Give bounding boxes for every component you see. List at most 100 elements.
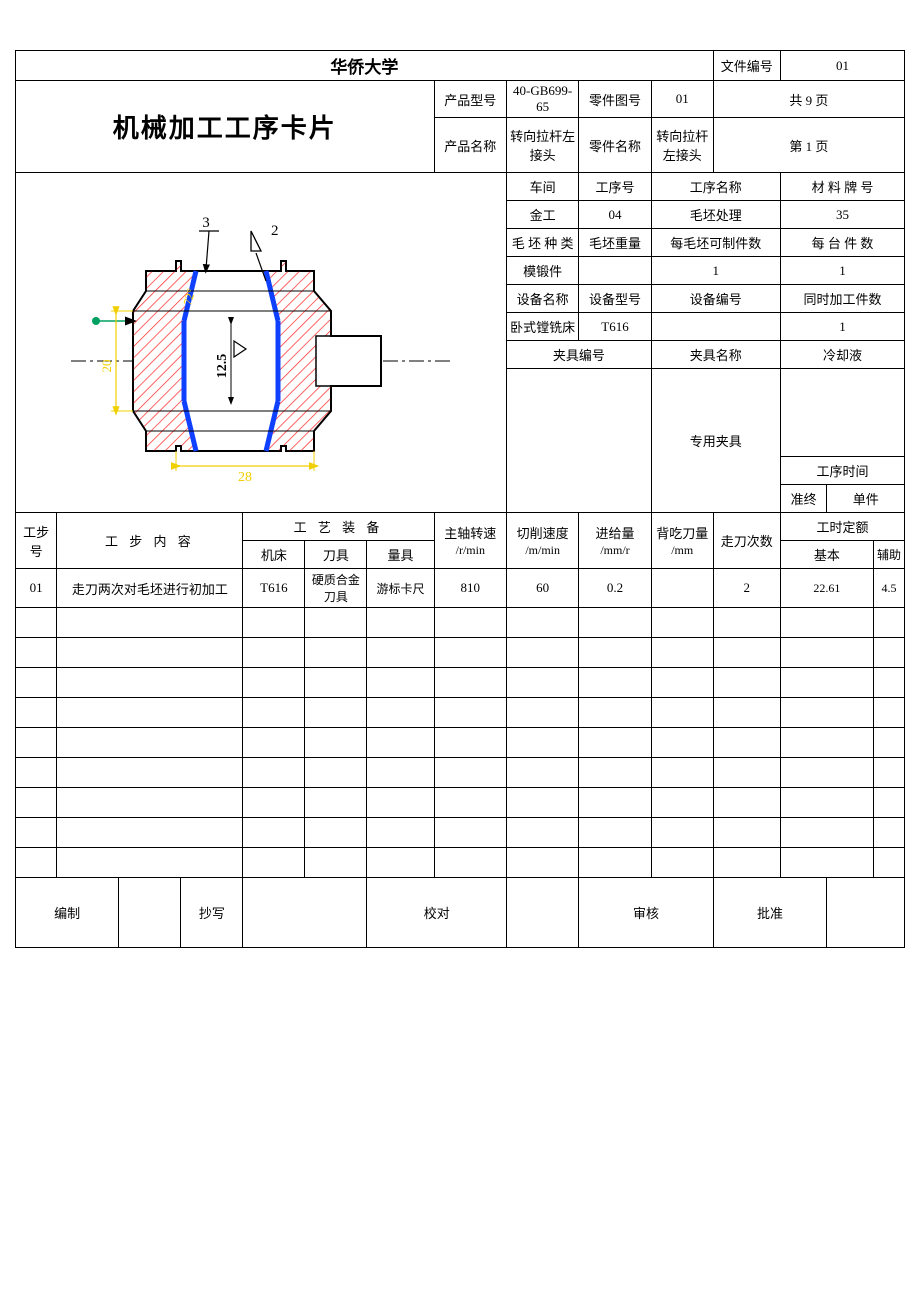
footer-check-label: 校对 <box>367 878 507 948</box>
equip-model-label: 设备型号 <box>579 285 651 313</box>
part-drawing-no: 01 <box>651 81 713 118</box>
process-no: 04 <box>579 201 651 229</box>
empty-row <box>16 668 905 698</box>
empty-row <box>16 818 905 848</box>
blank-weight-label: 毛坯重量 <box>579 229 651 257</box>
process-card-table: 华侨大学 文件编号 01 机械加工工序卡片 产品型号 40-GB699-65 零… <box>15 50 905 948</box>
setup-label: 准终 <box>780 485 827 513</box>
product-name: 转向拉杆左接头 <box>506 118 578 173</box>
simul-pcs-label: 同时加工件数 <box>780 285 904 313</box>
svg-text:12.5: 12.5 <box>215 353 230 378</box>
step-machine: T616 <box>243 569 305 608</box>
part-name-label: 零件名称 <box>579 118 651 173</box>
svg-text:20: 20 <box>99 359 114 372</box>
proc-time-label: 工序时间 <box>780 457 904 485</box>
pcs-per-machine: 1 <box>780 257 904 285</box>
footer-copy-label: 抄写 <box>181 878 243 948</box>
workshop-label: 车间 <box>506 173 578 201</box>
blank-type: 模锻件 <box>506 257 578 285</box>
svg-text:2: 2 <box>271 223 279 239</box>
footer-approve-val <box>827 878 905 948</box>
step-row: 01 走刀两次对毛坯进行初加工 T616 硬质合金刀具 游标卡尺 810 60 … <box>16 569 905 608</box>
step-spindle: 810 <box>434 569 506 608</box>
empty-row <box>16 638 905 668</box>
pcs-per-machine-label: 每 台 件 数 <box>780 229 904 257</box>
col-machine: 机床 <box>243 541 305 569</box>
col-equipment: 工 艺 装 备 <box>243 513 434 541</box>
footer-review-label: 审核 <box>579 878 713 948</box>
step-depth <box>651 569 713 608</box>
footer-copy-val <box>243 878 367 948</box>
empty-row <box>16 758 905 788</box>
step-tool: 硬质合金刀具 <box>305 569 367 608</box>
card-title: 机械加工工序卡片 <box>16 81 435 173</box>
col-step-no: 工步号 <box>16 513 57 569</box>
product-name-label: 产品名称 <box>434 118 506 173</box>
col-depth: 背吃刀量/mm <box>651 513 713 569</box>
svg-text:28: 28 <box>238 470 252 485</box>
doc-no-label: 文件编号 <box>713 51 780 81</box>
col-feed: 进给量/mm/r <box>579 513 651 569</box>
pcs-per-blank: 1 <box>651 257 780 285</box>
blank-type-label: 毛 坯 种 类 <box>506 229 578 257</box>
footer-compile-val <box>119 878 181 948</box>
step-aux: 4.5 <box>873 569 904 608</box>
part-diagram: 3 2 20 72° 12.5 28 <box>51 191 471 491</box>
part-name: 转向拉杆左接头 <box>651 118 713 173</box>
coolant <box>780 369 904 457</box>
col-spindle: 主轴转速/r/min <box>434 513 506 569</box>
fixture-no-label: 夹具编号 <box>506 341 651 369</box>
fixture-name: 专用夹具 <box>651 369 780 513</box>
step-gauge: 游标卡尺 <box>367 569 434 608</box>
page-no: 第 1 页 <box>713 118 904 173</box>
equip-name-label: 设备名称 <box>506 285 578 313</box>
empty-row <box>16 608 905 638</box>
diagram-cell: 3 2 20 72° 12.5 28 <box>16 173 507 513</box>
empty-row <box>16 788 905 818</box>
pcs-per-blank-label: 每毛坯可制件数 <box>651 229 780 257</box>
empty-row <box>16 728 905 758</box>
step-passes: 2 <box>713 569 780 608</box>
total-pages: 共 9 页 <box>713 81 904 118</box>
fixture-name-label: 夹具名称 <box>651 341 780 369</box>
simul-pcs: 1 <box>780 313 904 341</box>
step-basic: 22.61 <box>780 569 873 608</box>
institution: 华侨大学 <box>16 51 714 81</box>
workshop: 金工 <box>506 201 578 229</box>
part-drawing-no-label: 零件图号 <box>579 81 651 118</box>
equip-model: T616 <box>579 313 651 341</box>
blank-weight <box>579 257 651 285</box>
product-model: 40-GB699-65 <box>506 81 578 118</box>
equip-name: 卧式镗铣床 <box>506 313 578 341</box>
step-feed: 0.2 <box>579 569 651 608</box>
col-aux: 辅助 <box>873 541 904 569</box>
col-cut-speed: 切削速度/m/min <box>506 513 578 569</box>
product-model-label: 产品型号 <box>434 81 506 118</box>
process-no-label: 工序号 <box>579 173 651 201</box>
doc-no: 01 <box>780 51 904 81</box>
equip-no-label: 设备编号 <box>651 285 780 313</box>
col-basic: 基本 <box>780 541 873 569</box>
col-gauge: 量具 <box>367 541 434 569</box>
material: 35 <box>780 201 904 229</box>
col-step-content: 工 步 内 容 <box>57 513 243 569</box>
footer-compile-label: 编制 <box>16 878 119 948</box>
col-quota: 工时定额 <box>780 513 904 541</box>
empty-row <box>16 698 905 728</box>
step-no: 01 <box>16 569 57 608</box>
coolant-label: 冷却液 <box>780 341 904 369</box>
col-passes: 走刀次数 <box>713 513 780 569</box>
process-name: 毛坯处理 <box>651 201 780 229</box>
equip-no <box>651 313 780 341</box>
footer-approve-label: 批准 <box>713 878 827 948</box>
svg-text:3: 3 <box>202 215 210 231</box>
step-content: 走刀两次对毛坯进行初加工 <box>57 569 243 608</box>
unit-label: 单件 <box>827 485 905 513</box>
material-label: 材 料 牌 号 <box>780 173 904 201</box>
col-tool: 刀具 <box>305 541 367 569</box>
fixture-no <box>506 369 651 513</box>
process-name-label: 工序名称 <box>651 173 780 201</box>
footer-check-val <box>506 878 578 948</box>
step-speed: 60 <box>506 569 578 608</box>
empty-row <box>16 848 905 878</box>
